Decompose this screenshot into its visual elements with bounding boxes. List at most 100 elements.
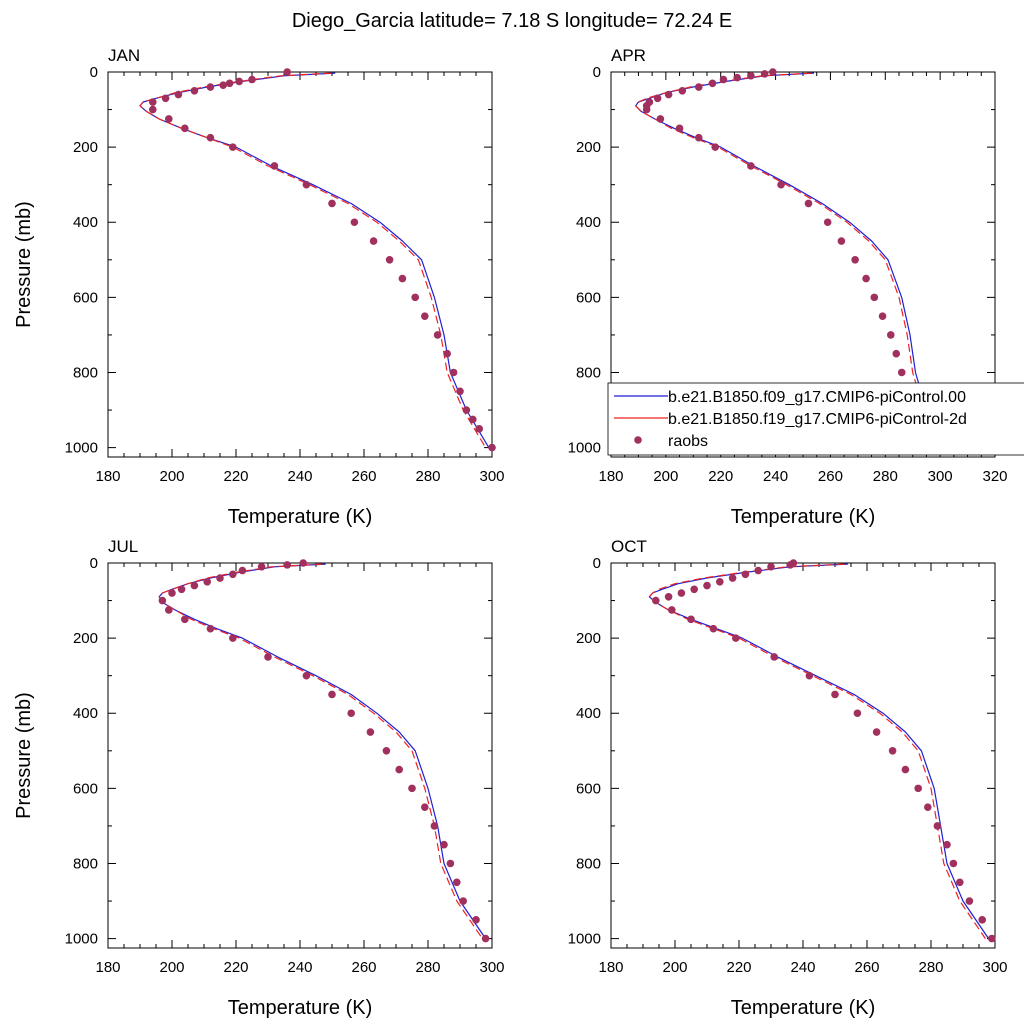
raobs-point [149, 105, 157, 114]
raobs-point [933, 822, 942, 830]
y-tick-label: 200 [576, 139, 601, 156]
raobs-point [421, 803, 429, 811]
raobs-point [168, 589, 176, 597]
raobs-point [302, 180, 311, 189]
legend-marker-raobs [634, 436, 642, 444]
x-tick-label: 280 [918, 959, 943, 976]
raobs-point [411, 293, 420, 302]
raobs-point [161, 94, 170, 103]
raobs-point [770, 653, 778, 661]
raobs-point [956, 878, 964, 887]
raobs-point [248, 75, 256, 84]
x-axis-title: Temperature (K) [228, 997, 373, 1019]
y-tick-label: 0 [90, 64, 98, 81]
raobs-point [472, 916, 480, 924]
raobs-point [943, 840, 951, 849]
plot-frame [610, 562, 996, 949]
raobs-point [687, 615, 695, 624]
raobs-point [769, 68, 777, 76]
y-tick-label: 800 [73, 364, 98, 381]
raobs-point [732, 634, 740, 642]
y-tick-label: 0 [593, 555, 601, 572]
series-raobs [158, 559, 490, 943]
panel-oct: OCT 180 200 220 240 260 280 300 0 200 400 600 800 100… [568, 537, 1008, 1019]
x-tick-label: 300 [982, 959, 1007, 976]
legend-label: raobs [668, 433, 708, 450]
y-tick-label: 200 [73, 139, 98, 156]
raobs-point [965, 897, 974, 905]
x-tick-label: 180 [95, 468, 120, 485]
x-tick-label: 180 [598, 959, 623, 976]
x-tick-label: 220 [223, 468, 248, 485]
series-raobs [652, 559, 996, 943]
raobs-point [703, 581, 711, 590]
raobs-point [395, 765, 404, 774]
raobs-point [754, 566, 762, 575]
raobs-point [328, 199, 336, 208]
raobs-point [446, 859, 455, 868]
raobs-point [805, 671, 814, 680]
raobs-point [453, 878, 461, 887]
y-tick-label: 600 [73, 289, 98, 306]
raobs-point [408, 784, 416, 793]
raobs-point [823, 218, 832, 227]
y-tick-label: 600 [576, 780, 601, 797]
raobs-point [433, 331, 442, 339]
raobs-point [851, 256, 859, 264]
panel-label-oct: OCT [611, 537, 647, 556]
y-tick-label: 1000 [65, 931, 98, 948]
panels-layer: JAN 180 200 220 240 260 280 300 0 200 400 600 800 100… [13, 46, 1008, 1019]
raobs-point [978, 916, 986, 924]
raobs-point [760, 70, 769, 78]
raobs-point [901, 765, 910, 774]
raobs-point [382, 747, 391, 755]
raobs-point [366, 728, 375, 736]
raobs-point [642, 105, 651, 114]
y-tick-label: 400 [576, 705, 601, 722]
data-layer [648, 559, 996, 943]
panel-apr: APR 180 200 220 240 260 280 300 320 0 200 400 600 800… [568, 46, 1008, 528]
x-tick-label: 240 [790, 959, 815, 976]
raobs-point [675, 124, 684, 133]
x-tick-label: 280 [873, 468, 898, 485]
series-line-f19 [648, 563, 986, 939]
raobs-point [709, 624, 718, 633]
y-tick-label: 400 [73, 705, 98, 722]
raobs-point [664, 90, 673, 99]
raobs-point [421, 312, 429, 320]
x-tick-label: 180 [95, 959, 120, 976]
raobs-point [694, 83, 703, 91]
raobs-point [652, 596, 660, 605]
raobs-point [733, 73, 741, 82]
x-tick-label: 220 [223, 959, 248, 976]
y-tick-label: 200 [73, 630, 98, 647]
raobs-point [235, 77, 243, 86]
panel-jan: JAN 180 200 220 240 260 280 300 0 200 400 600 800 100… [13, 46, 505, 528]
x-tick-label: 300 [479, 468, 504, 485]
raobs-point [257, 562, 266, 571]
raobs-point [853, 709, 862, 718]
raobs-point [229, 634, 237, 642]
raobs-point [872, 728, 881, 736]
x-tick-label: 240 [287, 468, 312, 485]
data-layer [635, 68, 944, 452]
raobs-point [302, 671, 311, 680]
raobs-point [283, 68, 292, 76]
y-tick-label: 0 [90, 555, 98, 572]
y-axis-title: Pressure (mb) [13, 201, 35, 328]
panel-label-jan: JAN [108, 46, 140, 65]
raobs-point [206, 83, 215, 91]
raobs-point [747, 162, 755, 170]
raobs-point [728, 574, 737, 582]
panel-jul: JUL 180 200 220 240 260 280 300 0 200 400 600 800 100… [13, 537, 505, 1019]
raobs-point [181, 615, 189, 624]
x-tick-label: 300 [928, 468, 953, 485]
panel-label-apr: APR [611, 46, 646, 65]
raobs-point [897, 368, 906, 377]
x-tick-label: 180 [598, 468, 623, 485]
x-tick-label: 240 [763, 468, 788, 485]
raobs-point [449, 368, 458, 377]
x-tick-label: 260 [351, 468, 376, 485]
raobs-point [767, 562, 775, 571]
raobs-point [949, 859, 958, 868]
